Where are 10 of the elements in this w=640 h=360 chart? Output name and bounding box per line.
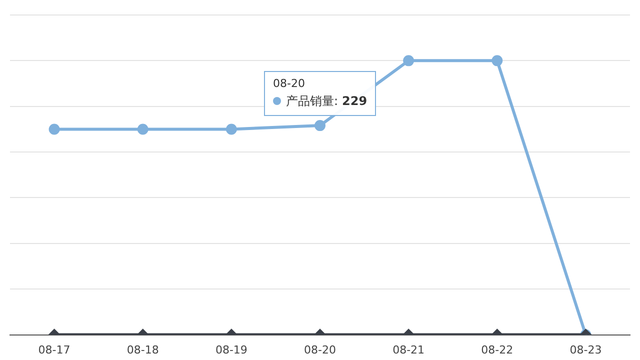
x-tick-label: 08-17 [38,343,70,356]
annotation: 08-20 [273,76,306,90]
x-tick-label: 08-19 [215,343,248,356]
x-tick-label: 08-18 [126,343,159,356]
x-tick-label: 08-22 [481,343,514,356]
data-label: 229 [342,94,368,108]
legend-label: 产品销量: [286,94,338,108]
x-tick-label: 08-21 [392,343,425,356]
x-tick-label: 08-23 [570,343,602,356]
x-tick-label: 08-20 [304,343,336,356]
